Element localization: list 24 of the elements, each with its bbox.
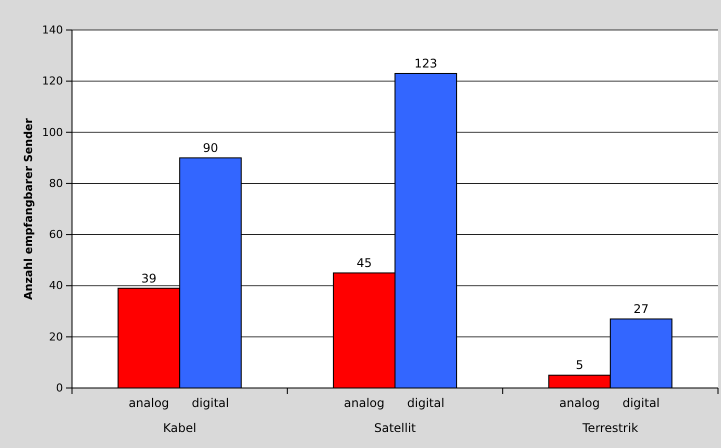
data-label: 39	[141, 271, 157, 286]
text: analog	[344, 396, 385, 410]
y-axis-title: Anzahl empfangbarer Sender	[22, 118, 35, 300]
series-label: digital	[192, 396, 230, 410]
y-tick-label: 60	[49, 228, 63, 242]
text: digital	[407, 396, 444, 410]
data-label: 90	[202, 140, 218, 155]
y-tick-label: 40	[49, 279, 63, 292]
text: digital	[622, 396, 660, 410]
y-tick-label: 80	[49, 176, 63, 190]
x-tick-label: Kabel	[162, 421, 196, 435]
x-tick-label: Satellit	[374, 421, 416, 435]
data-label: 27	[633, 302, 649, 316]
y-tick-label: 0	[56, 382, 63, 395]
data-label: 123	[414, 56, 438, 70]
data-label: 45	[356, 256, 372, 270]
data-label: 5	[576, 358, 584, 372]
y-tick-label: 140	[42, 24, 63, 37]
y-tick-label: 20	[49, 330, 63, 344]
text: analog	[559, 396, 600, 410]
y-tick-label: 100	[42, 126, 63, 139]
y-tick-label: 120	[42, 74, 63, 88]
series-label: analog	[128, 396, 170, 410]
x-tick-label: Terrestrik	[582, 421, 638, 435]
